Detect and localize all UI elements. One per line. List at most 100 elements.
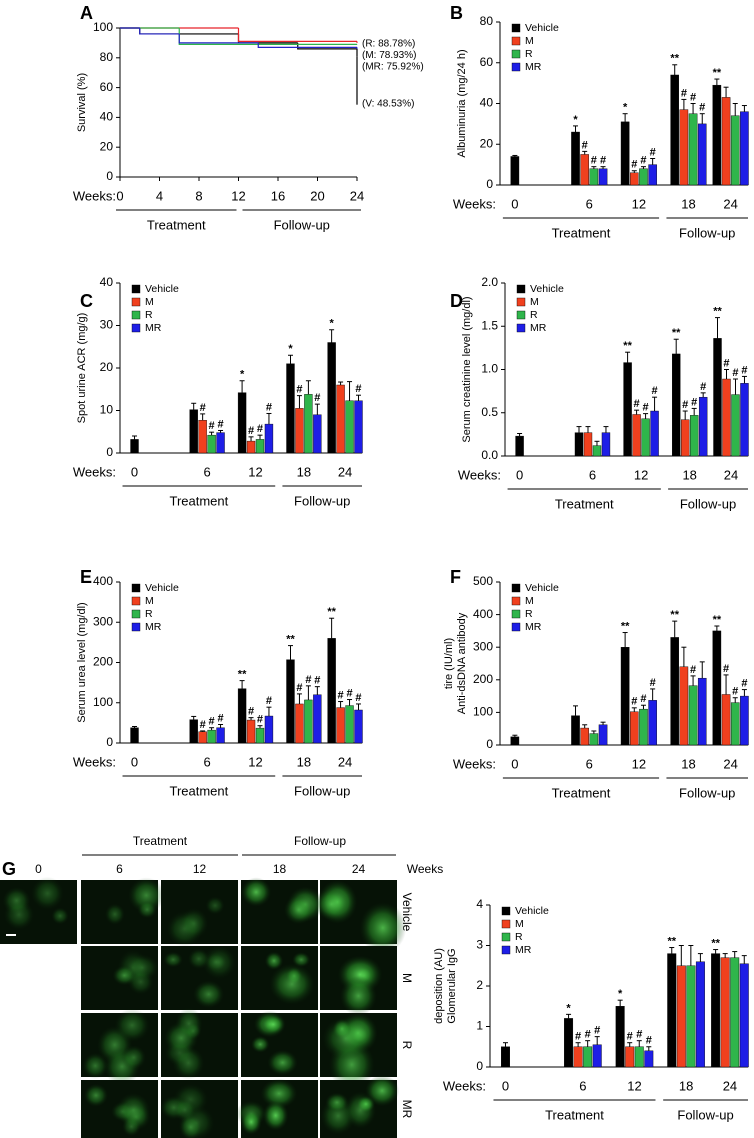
bar: [583, 432, 593, 457]
significance: #: [643, 402, 649, 414]
bar: [740, 383, 749, 457]
glomerulus: [240, 877, 272, 907]
legend-swatch: [501, 919, 511, 929]
significance: #: [636, 1029, 642, 1041]
y-tick-label: 200: [93, 655, 113, 669]
x-tick-label: 4: [156, 188, 163, 203]
glomerulus: [267, 1049, 298, 1076]
error-bar: [691, 407, 697, 416]
error-bar: [591, 166, 597, 169]
bar: [679, 109, 689, 186]
column-unit: Weeks: [407, 862, 443, 876]
y-tick-label: 40: [100, 110, 114, 124]
x-tick-label: 18: [297, 464, 311, 479]
micrograph: [320, 1074, 400, 1138]
bar: [304, 699, 313, 744]
error-bar: [209, 431, 215, 436]
significance: **: [670, 53, 679, 65]
significance: #: [257, 423, 263, 435]
error-bar: [723, 86, 729, 98]
error-bar: [622, 632, 628, 648]
error-bar: [296, 693, 302, 704]
bar: [327, 638, 336, 744]
bar: [676, 965, 686, 1068]
bar: [295, 703, 304, 744]
glomerulus: [163, 951, 183, 968]
significance: #: [650, 677, 656, 689]
survival-step: [178, 33, 259, 44]
x-tick-label: 0: [116, 188, 123, 203]
y-tick-label: 60: [100, 80, 114, 94]
bar: [580, 154, 589, 186]
error-bar: [512, 154, 518, 157]
x-tick-label: 18: [297, 754, 311, 769]
bar: [345, 705, 354, 744]
bar: [237, 392, 247, 454]
y-tick-label: 20: [100, 360, 114, 374]
x-axis-label: Weeks:: [453, 196, 496, 211]
micrograph: [161, 1007, 238, 1080]
bar: [189, 719, 198, 744]
significance: #: [640, 155, 646, 167]
significance: #: [248, 706, 254, 718]
bar: [354, 709, 363, 744]
bar: [632, 414, 641, 457]
bar: [589, 168, 599, 186]
bar: [648, 164, 657, 186]
survival-annotation: (M: 78.93%): [362, 50, 416, 61]
significance: **: [623, 340, 632, 352]
group-label: Treatment: [133, 834, 188, 848]
bar: [730, 957, 740, 1068]
bar: [671, 353, 681, 457]
error-bar: [287, 645, 293, 660]
bar: [721, 694, 731, 746]
legend-swatch: [511, 622, 521, 632]
significance: **: [286, 634, 295, 646]
significance: #: [575, 1031, 581, 1043]
error-bar: [239, 680, 245, 689]
survival-annotation: (MR: 75.92%): [362, 62, 424, 73]
x-tick-label: 0: [131, 754, 138, 769]
significance: #: [355, 692, 361, 704]
glomerulus: [116, 1092, 151, 1128]
error-bar: [573, 125, 579, 133]
significance: #: [305, 674, 311, 686]
error-bar: [305, 685, 311, 700]
panel-letter: A: [80, 3, 93, 23]
bar: [327, 342, 336, 454]
group-label: Follow-up: [294, 783, 350, 798]
significance: #: [723, 663, 729, 675]
legend-swatch: [501, 945, 511, 955]
significance: *: [618, 988, 623, 1000]
significance: *: [329, 318, 334, 330]
error-bar: [338, 701, 344, 708]
bar: [689, 415, 699, 457]
legend-swatch: [501, 906, 511, 916]
bar: [731, 394, 740, 457]
error-bar: [257, 725, 263, 729]
error-bar: [741, 105, 747, 112]
y-tick-label: 2: [476, 978, 483, 992]
error-bar: [585, 426, 591, 433]
bar: [571, 715, 580, 746]
group-label: Follow-up: [274, 217, 330, 232]
significance: #: [257, 714, 263, 726]
significance: #: [650, 146, 656, 158]
significance: *: [623, 102, 628, 114]
y-tick-label: 0.5: [481, 405, 498, 419]
significance: #: [699, 102, 705, 114]
significance: #: [631, 696, 637, 708]
error-bar: [132, 725, 138, 728]
error-bar: [617, 999, 623, 1007]
error-bar: [631, 170, 637, 173]
x-tick-label: 24: [723, 1078, 737, 1093]
y-axis-label: Serum urea level (mg/dl): [76, 602, 88, 722]
significance: #: [314, 675, 320, 687]
y-axis-label: deposition (AU): [433, 948, 445, 1024]
significance: **: [621, 620, 630, 632]
x-axis-label: Weeks:: [73, 188, 116, 203]
error-bar: [682, 410, 688, 420]
glomerulus: [179, 907, 209, 939]
legend-swatch: [516, 310, 526, 320]
legend-label: M: [145, 595, 154, 607]
